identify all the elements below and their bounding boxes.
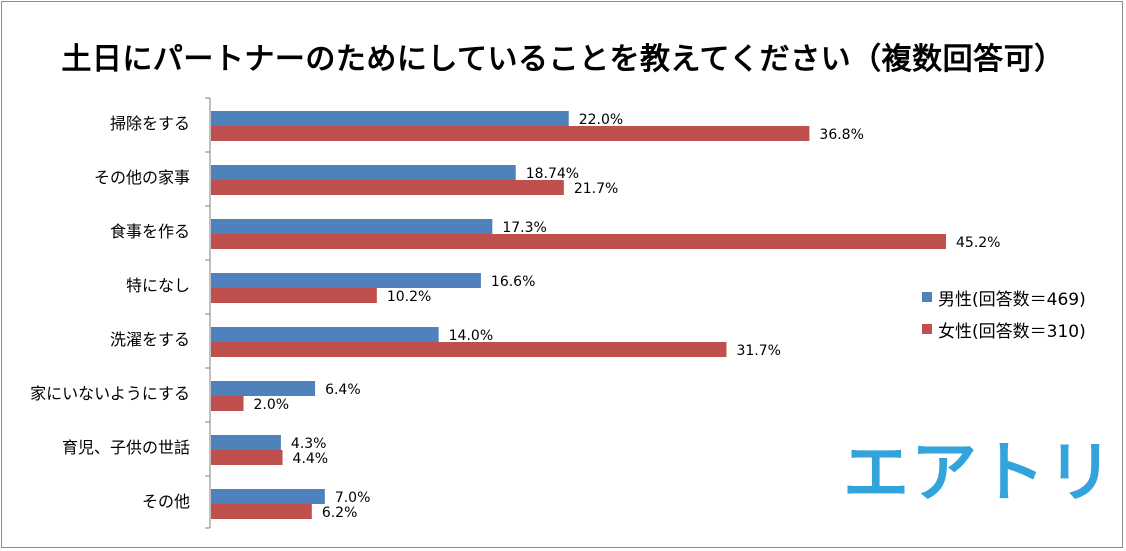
bar-male bbox=[211, 381, 316, 396]
legend-label-male: 男性(回答数＝469) bbox=[938, 289, 1086, 310]
data-label-female: 4.4% bbox=[293, 451, 329, 467]
bar-male bbox=[211, 219, 493, 234]
bar-female bbox=[211, 234, 946, 249]
data-label-female: 36.8% bbox=[819, 127, 863, 143]
category-label: 食事を作る bbox=[110, 222, 190, 241]
data-label-female: 45.2% bbox=[956, 235, 1000, 251]
category-label: 育児、子供の世話 bbox=[62, 438, 190, 457]
airtrip-logo: エアトリ bbox=[843, 434, 1115, 511]
data-label-female: 10.2% bbox=[387, 289, 431, 305]
category-label: 家にいないようにする bbox=[30, 384, 190, 403]
data-label-male: 16.6% bbox=[491, 274, 535, 290]
data-label-male: 4.3% bbox=[291, 436, 327, 452]
bar-male bbox=[211, 165, 516, 180]
category-label: 洗濯をする bbox=[110, 330, 190, 349]
bar-male bbox=[211, 273, 481, 288]
legend: 男性(回答数＝469) 女性(回答数＝310) bbox=[922, 286, 1086, 350]
bar-male bbox=[211, 327, 439, 342]
data-label-male: 18.74% bbox=[526, 166, 579, 182]
data-label-male: 22.0% bbox=[579, 112, 623, 128]
bar-female bbox=[211, 288, 377, 303]
chart-title: 土日にパートナーのためにしていることを教えてください（複数回答可） bbox=[61, 42, 1065, 77]
bar-male bbox=[211, 111, 569, 126]
bar-female bbox=[211, 450, 283, 465]
category-label: 掃除をする bbox=[110, 114, 190, 133]
data-label-female: 6.2% bbox=[322, 505, 358, 521]
data-label-female: 31.7% bbox=[736, 343, 780, 359]
data-label-male: 7.0% bbox=[335, 490, 371, 506]
legend-swatch-female bbox=[922, 324, 932, 334]
bar-female bbox=[211, 126, 810, 141]
bar-female bbox=[211, 342, 727, 357]
category-label: その他 bbox=[142, 492, 190, 511]
bar-female bbox=[211, 396, 244, 411]
legend-label-female: 女性(回答数＝310) bbox=[938, 321, 1086, 342]
bar-male bbox=[211, 435, 281, 450]
data-label-male: 14.0% bbox=[449, 328, 493, 344]
legend-swatch-male bbox=[922, 292, 932, 302]
data-label-male: 17.3% bbox=[502, 220, 546, 236]
bar-female bbox=[211, 504, 312, 519]
legend-item-male: 男性(回答数＝469) bbox=[922, 286, 1086, 310]
data-label-female: 21.7% bbox=[574, 181, 618, 197]
category-label: その他の家事 bbox=[94, 168, 190, 187]
data-label-male: 6.4% bbox=[325, 382, 361, 398]
bar-male bbox=[211, 489, 325, 504]
data-label-female: 2.0% bbox=[254, 397, 290, 413]
bar-female bbox=[211, 180, 564, 195]
category-label: 特になし bbox=[126, 276, 190, 295]
legend-item-female: 女性(回答数＝310) bbox=[922, 318, 1086, 342]
